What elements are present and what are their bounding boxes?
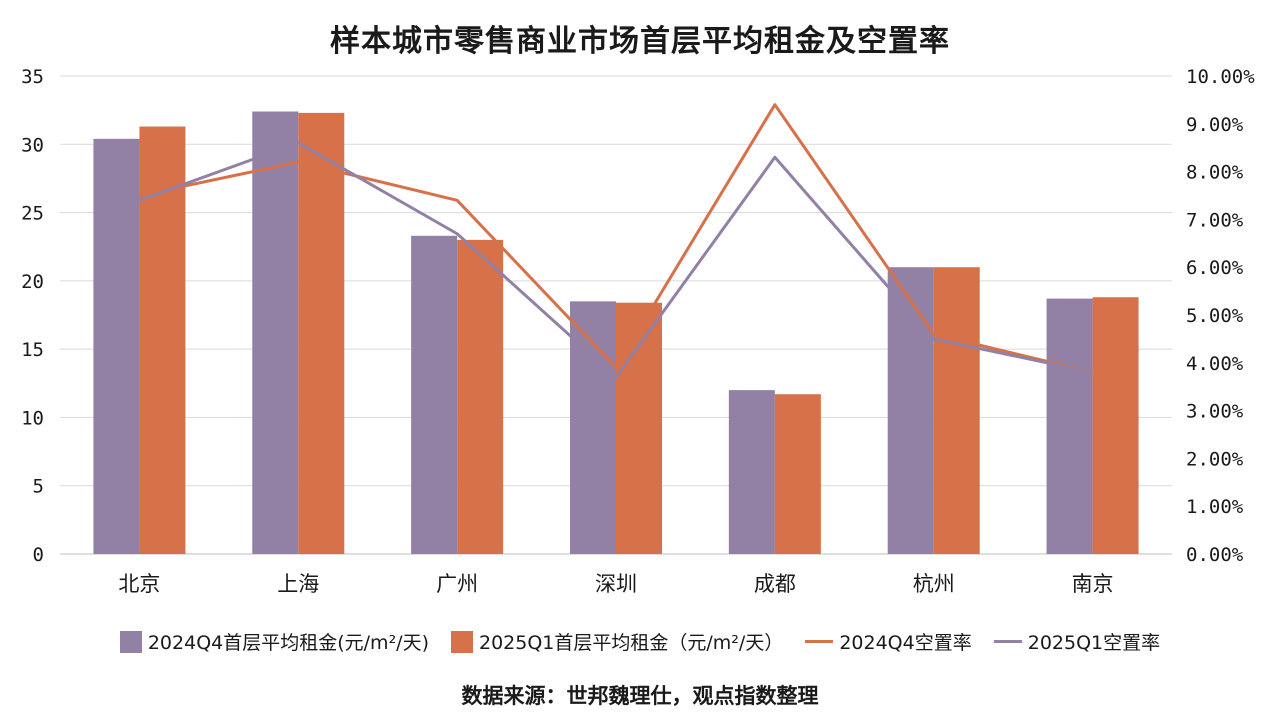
bar-2025q1-rent (298, 112, 345, 555)
legend-label-2024q4-vacancy: 2024Q4空置率 (839, 632, 972, 654)
y-right-tick-label: 7.00% (1186, 209, 1244, 231)
y-right-tick-label: 2.00% (1186, 448, 1244, 470)
legend-swatch-2024q4-vacancy (805, 640, 834, 643)
bar-2024q4-rent (93, 138, 140, 554)
x-category-label: 北京 (118, 572, 160, 596)
legend-item-2024q4-vacancy: 2024Q4空置率 (805, 628, 972, 655)
y-left-tick-label: 0 (33, 544, 44, 566)
x-category-label: 杭州 (913, 572, 955, 596)
y-right-tick-label: 10.00% (1186, 66, 1255, 88)
line-2024q4-vacancy (139, 103, 1093, 374)
legend-swatch-2025q1-vacancy (993, 640, 1022, 643)
legend-item-2024q4-rent: 2024Q4首层平均租金(元/m²/天) (119, 628, 429, 655)
y-right-tick-label: 3.00% (1186, 401, 1244, 423)
x-category-label: 深圳 (595, 572, 637, 596)
chart-title: 样本城市零售商业市场首层平均租金及空置率 (330, 24, 950, 59)
bar-2024q4-rent (411, 235, 458, 554)
line-2025q1-vacancy (138, 141, 1093, 379)
legend-swatch-2025q1-rent (451, 630, 473, 653)
bar-2024q4-rent (728, 390, 775, 554)
y-left-tick-label: 20 (21, 271, 44, 293)
bar-2025q1-rent (457, 239, 504, 554)
y-left-tick-label: 10 (21, 407, 44, 429)
bar-2024q4-rent (1046, 298, 1093, 554)
y-left-tick-label: 25 (21, 203, 44, 225)
x-category-label: 成都 (754, 572, 796, 596)
legend-label-2025q1-rent: 2025Q1首层平均租金（元/m²/天） (479, 632, 784, 654)
y-left-tick-label: 30 (21, 134, 44, 156)
legend-swatch-2024q4-rent (119, 630, 142, 653)
y-right-tick-label: 0.00% (1186, 544, 1244, 566)
bar-2025q1-rent (774, 394, 821, 554)
source-note: 数据来源：世邦魏理仕，观点指数整理 (461, 684, 819, 708)
legend-label-2024q4-rent: 2024Q4首层平均租金(元/m²/天) (147, 632, 429, 654)
chart-legend: 2024Q4首层平均租金(元/m²/天) 2025Q1首层平均租金（元/m²/天… (0, 628, 1280, 655)
y-right-tick-label: 4.00% (1186, 353, 1244, 375)
legend-item-2025q1-rent: 2025Q1首层平均租金（元/m²/天） (451, 628, 783, 655)
legend-item-2025q1-vacancy: 2025Q1空置率 (993, 628, 1161, 655)
legend-label-2025q1-vacancy: 2025Q1空置率 (1027, 632, 1161, 654)
bar-2025q1-rent (1092, 297, 1139, 554)
y-right-tick-label: 8.00% (1186, 162, 1244, 184)
y-right-tick-label: 6.00% (1186, 257, 1244, 279)
y-right-tick-label: 9.00% (1186, 114, 1244, 136)
x-category-label: 上海 (277, 572, 319, 596)
y-right-tick-label: 5.00% (1186, 305, 1244, 327)
bar-2025q1-rent (616, 302, 662, 554)
y-right-tick-label: 1.00% (1186, 496, 1244, 518)
y-left-tick-label: 5 (33, 476, 44, 498)
bar-2024q4-rent (570, 301, 616, 554)
bar-2024q4-rent (887, 267, 934, 554)
x-category-label: 南京 (1072, 572, 1114, 596)
y-left-tick-label: 15 (21, 339, 44, 361)
bar-2024q4-rent (252, 111, 299, 554)
y-left-tick-label: 35 (21, 66, 44, 88)
x-category-label: 广州 (436, 572, 478, 596)
bar-2025q1-rent (933, 267, 980, 554)
